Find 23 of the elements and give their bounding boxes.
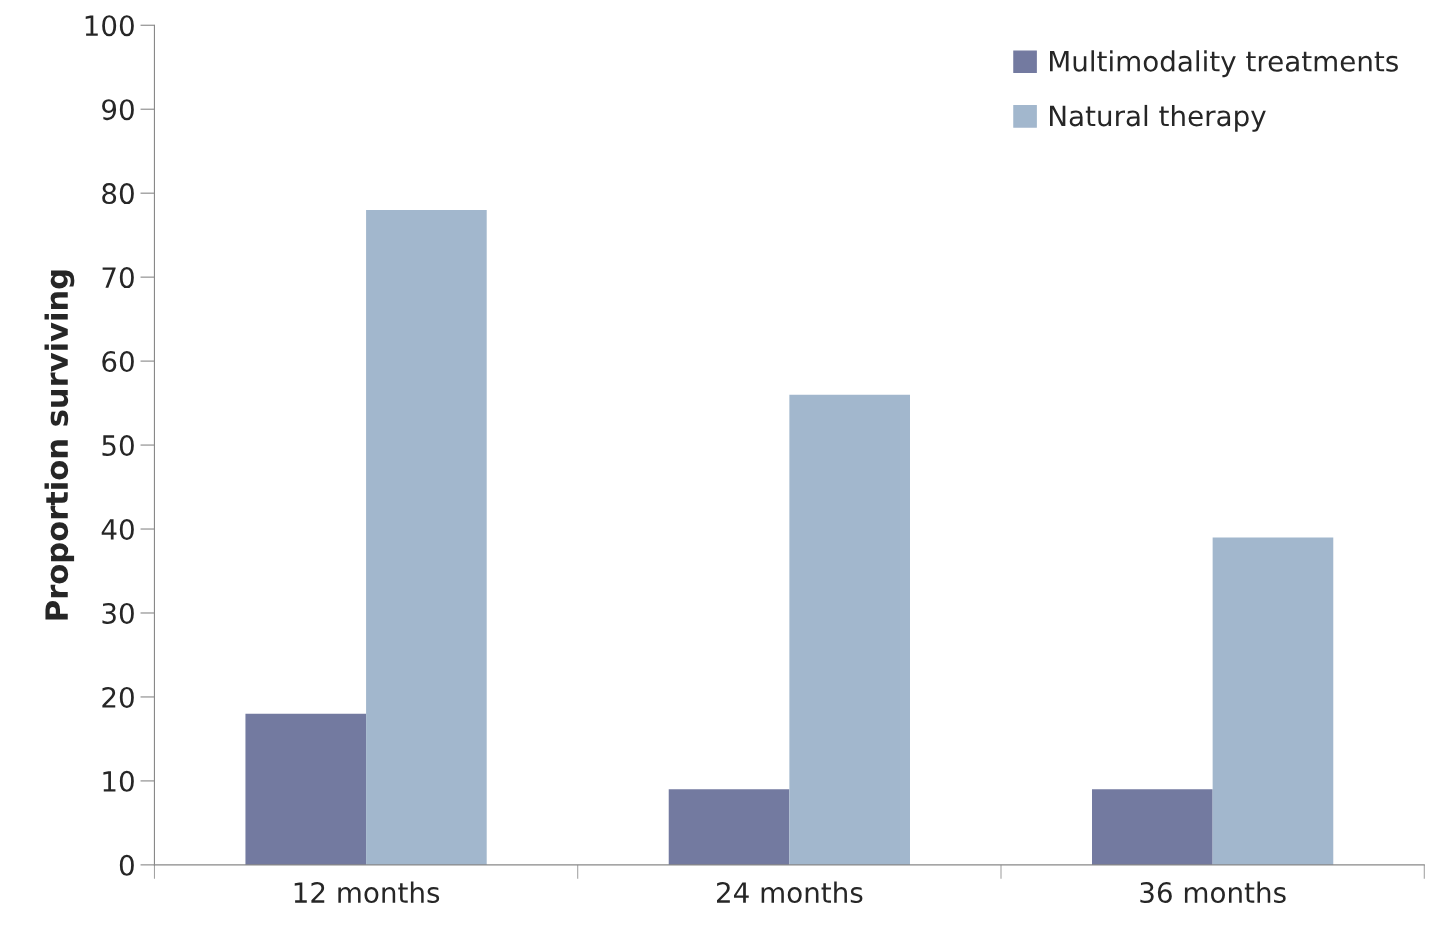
y-tick-label: 10 (103, 770, 134, 792)
y-tick-label: 70 (102, 267, 134, 289)
x-tick-label: 24 months (717, 881, 863, 904)
y-tick-label: 30 (102, 602, 134, 624)
y-tick-label: 0 (119, 854, 134, 876)
y-tick-label: 80 (102, 183, 134, 205)
y-tick-label: 90 (102, 99, 134, 121)
legend-label: Natural therapy (1050, 104, 1266, 132)
y-tick-label: 100 (85, 15, 134, 37)
x-tick-label: 12 months (294, 881, 440, 904)
legend-label: Multimodality treatments (1050, 50, 1398, 78)
bar (1092, 789, 1213, 865)
bar (366, 209, 487, 865)
y-tick-label: 20 (102, 686, 134, 708)
bar (1212, 537, 1334, 865)
y-axis-title: Proportion surviving (44, 270, 75, 620)
bar (789, 394, 910, 865)
bar (245, 713, 367, 865)
x-tick-label: 36 months (1140, 881, 1286, 904)
y-tick-label: 40 (101, 518, 134, 540)
y-tick-label: 60 (102, 351, 134, 373)
bar (668, 789, 790, 865)
y-tick-label: 50 (102, 435, 134, 457)
